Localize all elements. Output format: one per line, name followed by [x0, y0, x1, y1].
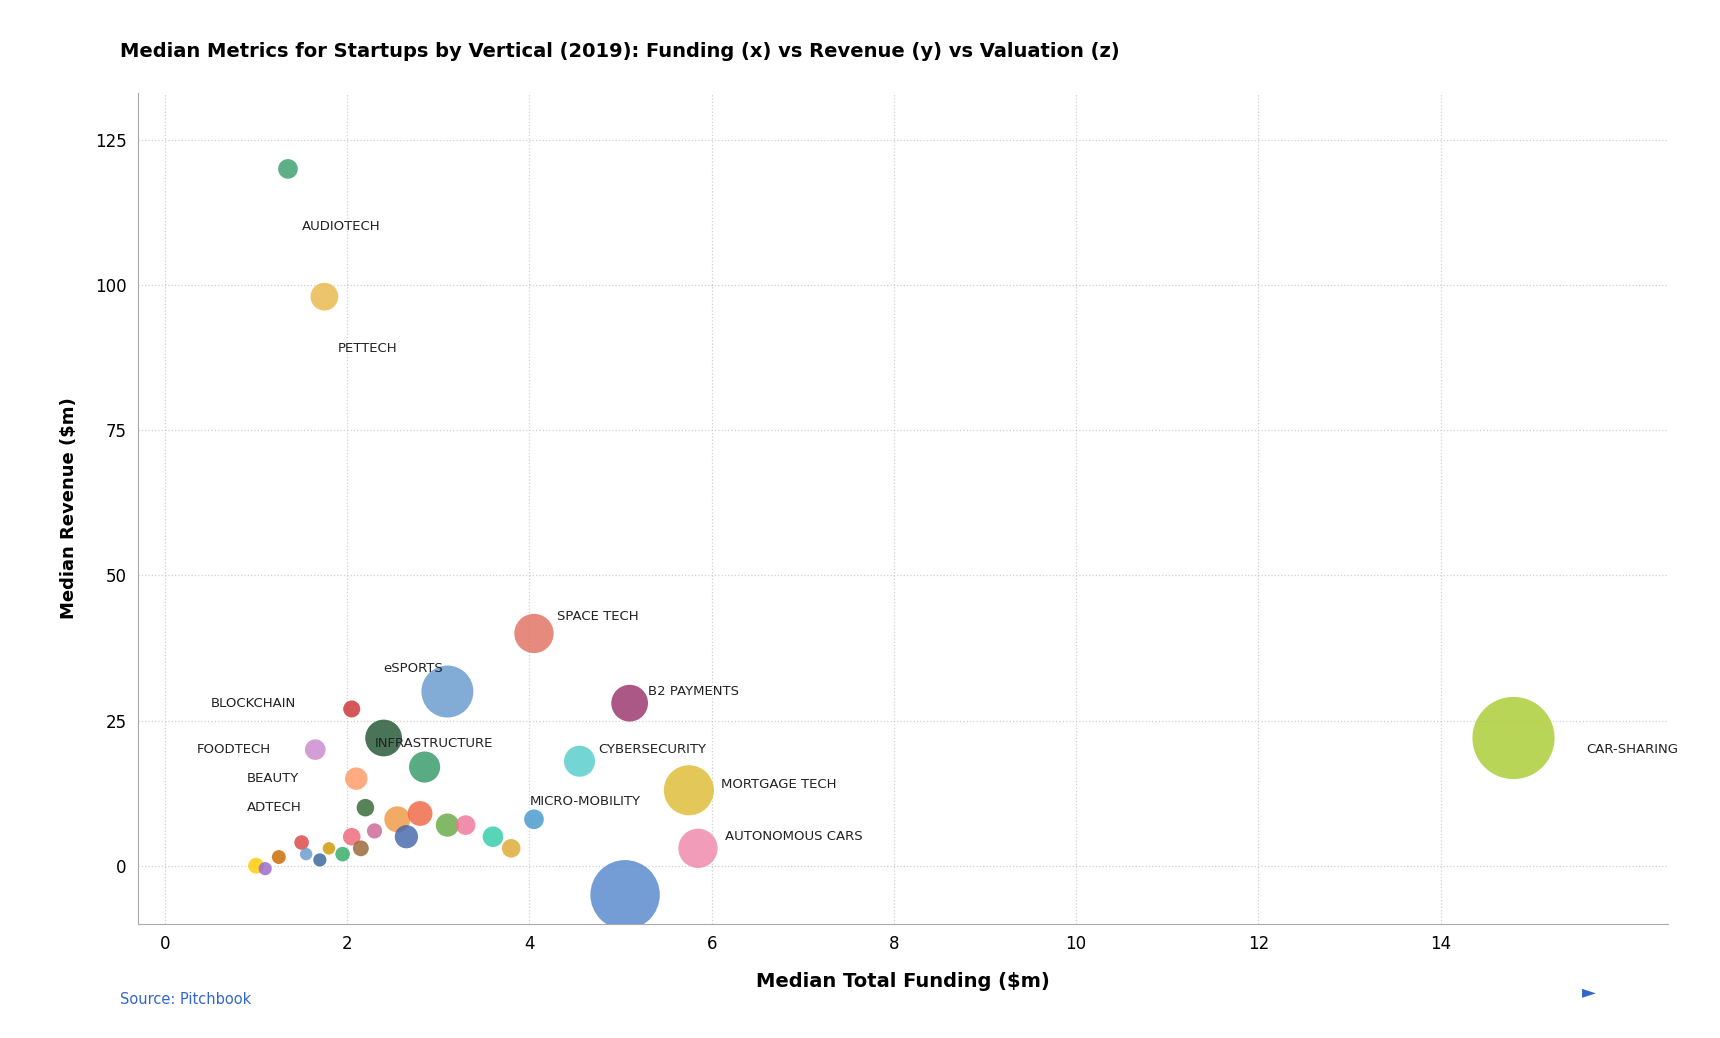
Point — [315, 840, 342, 856]
Point — [433, 683, 461, 700]
Point — [342, 770, 370, 787]
Text: CYBERSECURITY: CYBERSECURITY — [599, 743, 705, 756]
Point — [384, 811, 411, 827]
Point — [292, 846, 320, 863]
Point — [301, 741, 329, 758]
Point — [611, 886, 638, 903]
Point — [347, 840, 375, 856]
Point — [566, 753, 593, 769]
Point — [406, 805, 433, 822]
Point — [676, 782, 703, 798]
Point — [337, 701, 365, 717]
Point — [273, 161, 301, 177]
Text: PETTECH: PETTECH — [339, 343, 397, 355]
Point — [329, 846, 356, 863]
Point — [392, 828, 420, 845]
Text: MICRO-MOBILITY: MICRO-MOBILITY — [530, 795, 640, 809]
Text: ►: ► — [1582, 984, 1596, 1002]
Text: CAR-SHARING: CAR-SHARING — [1586, 743, 1679, 756]
Point — [370, 730, 397, 746]
Text: eSPORTS: eSPORTS — [384, 662, 444, 675]
Point — [685, 840, 712, 856]
Text: BEAUTY: BEAUTY — [248, 772, 299, 785]
Point — [361, 822, 389, 839]
Y-axis label: Median Revenue ($m): Median Revenue ($m) — [60, 398, 77, 620]
Point — [337, 828, 365, 845]
Point — [265, 849, 292, 866]
Point — [616, 694, 643, 711]
Point — [519, 625, 547, 641]
Text: INFRASTRUCTURE: INFRASTRUCTURE — [375, 737, 494, 750]
Point — [306, 851, 334, 868]
Point — [497, 840, 525, 856]
Point — [452, 817, 480, 834]
Text: FOODTECH: FOODTECH — [196, 743, 272, 756]
Point — [311, 289, 339, 305]
Text: AUDIOTECH: AUDIOTECH — [301, 220, 380, 234]
Text: MORTGAGE TECH: MORTGAGE TECH — [721, 777, 836, 791]
Point — [480, 828, 507, 845]
Text: Source: Pitchbook: Source: Pitchbook — [120, 992, 251, 1007]
Point — [351, 799, 378, 816]
Point — [287, 835, 315, 851]
Text: SPACE TECH: SPACE TECH — [557, 609, 638, 623]
Point — [243, 857, 270, 874]
Point — [519, 811, 547, 827]
Point — [1500, 730, 1527, 746]
Point — [433, 817, 461, 834]
Text: ADTECH: ADTECH — [248, 801, 301, 814]
Point — [411, 759, 439, 775]
Text: AUTONOMOUS CARS: AUTONOMOUS CARS — [726, 830, 863, 843]
Text: BLOCKCHAIN: BLOCKCHAIN — [210, 696, 296, 710]
X-axis label: Median Total Funding ($m): Median Total Funding ($m) — [757, 973, 1049, 991]
Text: Median Metrics for Startups by Vertical (2019): Funding (x) vs Revenue (y) vs Va: Median Metrics for Startups by Vertical … — [120, 42, 1120, 60]
Point — [251, 861, 279, 877]
Text: B2 PAYMENTS: B2 PAYMENTS — [648, 685, 740, 698]
